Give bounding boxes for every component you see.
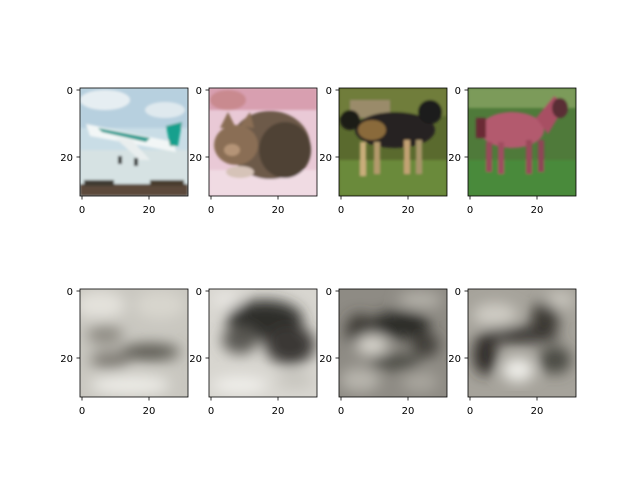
- reconstruction-image-3: [339, 289, 447, 397]
- panel-reconstruction-4: [467, 288, 577, 398]
- y-tick-label: 20: [319, 153, 332, 164]
- y-tick-label: 0: [455, 86, 461, 97]
- x-tick-label: 0: [79, 406, 85, 417]
- x-tick-label: 0: [208, 406, 214, 417]
- y-tick-label: 0: [326, 86, 332, 97]
- y-tick-label: 20: [448, 153, 461, 164]
- reconstruction-image-4: [468, 289, 576, 397]
- panel-reconstruction-2: [208, 288, 318, 398]
- dog-image: [339, 88, 447, 196]
- y-tick-label: 20: [319, 354, 332, 365]
- x-axis-ticks-row-1: [81, 196, 538, 200]
- panel-reconstruction-3: [338, 288, 448, 398]
- reconstruction-image-2: [209, 289, 317, 397]
- x-tick-label: 20: [531, 205, 544, 216]
- airplane-image: [80, 88, 188, 196]
- y-tick-label: 0: [67, 86, 73, 97]
- y-tick-label: 20: [60, 153, 73, 164]
- y-tick-label: 0: [455, 287, 461, 298]
- y-tick-label: 20: [189, 153, 202, 164]
- x-tick-label: 20: [272, 406, 285, 417]
- x-tick-label: 20: [402, 406, 415, 417]
- x-tick-label: 20: [143, 406, 156, 417]
- panel-reconstruction-1: [79, 288, 189, 398]
- panel-dog: [338, 87, 448, 197]
- y-axis-ticks-row-1: [76, 89, 468, 158]
- reconstruction-image-1: [80, 289, 188, 397]
- x-tick-label: 20: [272, 205, 285, 216]
- x-tick-label: 20: [143, 205, 156, 216]
- x-tick-label: 0: [338, 406, 344, 417]
- y-tick-label: 0: [196, 287, 202, 298]
- x-tick-label: 0: [467, 205, 473, 216]
- y-tick-label: 20: [189, 354, 202, 365]
- y-tick-label: 0: [67, 287, 73, 298]
- x-tick-label: 0: [208, 205, 214, 216]
- x-axis-ticks-row-2: [81, 397, 538, 401]
- y-axis-ticks-row-2: [76, 290, 468, 359]
- x-tick-label: 0: [338, 205, 344, 216]
- y-tick-label: 20: [448, 354, 461, 365]
- panel-airplane: [79, 87, 189, 197]
- x-tick-label: 0: [467, 406, 473, 417]
- horse-image: [468, 88, 576, 196]
- x-tick-label: 20: [402, 205, 415, 216]
- y-tick-label: 0: [196, 86, 202, 97]
- panel-horse: [467, 87, 577, 197]
- x-tick-label: 20: [531, 406, 544, 417]
- cat-image: [209, 88, 317, 196]
- panel-cat: [208, 87, 318, 197]
- y-tick-label: 20: [60, 354, 73, 365]
- y-tick-label: 0: [326, 287, 332, 298]
- x-tick-label: 0: [79, 205, 85, 216]
- tick-labels: 0 20 0 20 0 20 0 20 0 20 0 20 0 20 0 20 …: [60, 86, 543, 417]
